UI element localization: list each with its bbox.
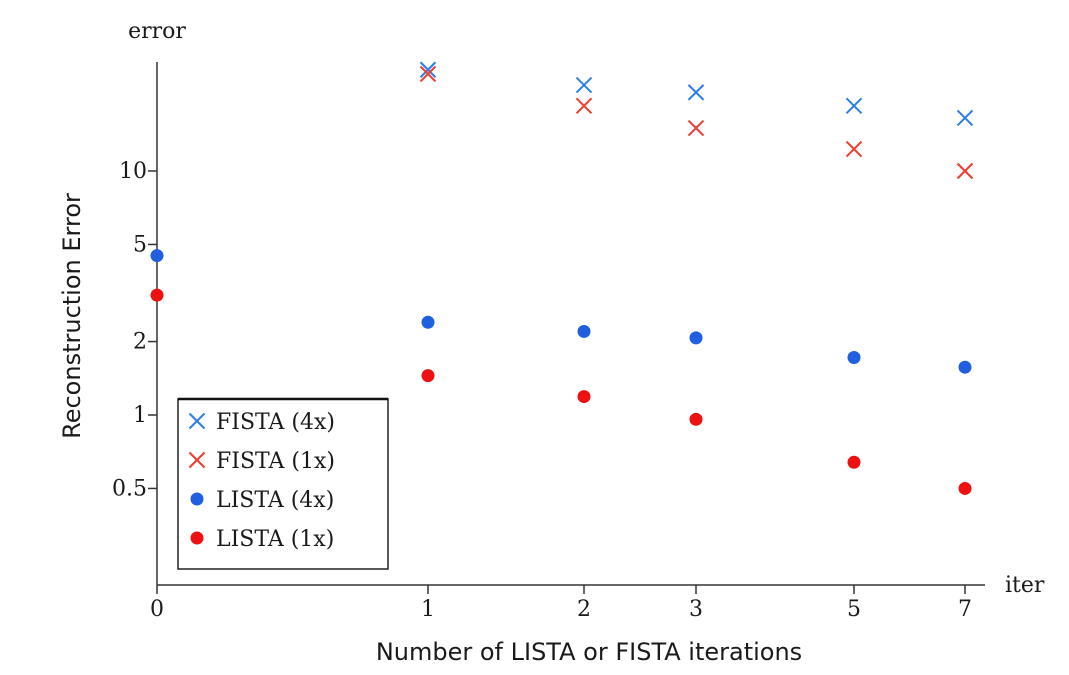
x-tick-label: 2 — [577, 597, 591, 622]
data-point — [847, 351, 861, 365]
y-tick-label: 0.5 — [112, 476, 147, 501]
data-point — [845, 97, 863, 115]
data-point — [421, 315, 435, 329]
data-point — [847, 455, 861, 469]
x-tick-label: 1 — [421, 597, 435, 622]
legend-marker — [188, 412, 206, 430]
legend-item: FISTA (1x) — [188, 449, 335, 474]
y-tick-label: 1 — [133, 403, 147, 428]
data-point — [845, 140, 863, 158]
y-axis-title: Reconstruction Error — [58, 193, 86, 439]
data-point — [575, 76, 593, 94]
axes — [156, 62, 985, 586]
legend-marker — [190, 531, 204, 545]
series-fista-1x — [419, 65, 974, 180]
legend-label: FISTA (1x) — [216, 449, 335, 474]
series-lista-4x — [150, 249, 972, 374]
data-point — [150, 288, 164, 302]
legend-item: LISTA (1x) — [190, 527, 334, 552]
series-lista-1x — [150, 288, 972, 495]
y-ticks: 0.5 1 2 5 10 — [112, 159, 157, 501]
data-point — [958, 481, 972, 495]
series-fista-4x — [419, 61, 974, 127]
data-point — [958, 360, 972, 374]
legend-item: LISTA (4x) — [190, 488, 334, 513]
y-tick-label: 2 — [133, 330, 147, 355]
data-point — [575, 97, 593, 115]
x-axis-end-label: iter — [1005, 573, 1045, 598]
data-marks — [150, 61, 974, 495]
y-tick-label: 5 — [133, 232, 147, 257]
x-tick-label: 3 — [689, 597, 703, 622]
legend-marker — [190, 492, 204, 506]
data-point — [150, 249, 164, 263]
legend-box — [177, 398, 389, 570]
legend-items: FISTA (4x) FISTA (1x) LISTA (4x) LISTA (1x) — [188, 410, 335, 552]
x-tick-label: 5 — [847, 597, 861, 622]
data-point — [956, 109, 974, 127]
x-ticks: 0 1 2 3 5 7 — [150, 585, 972, 622]
data-point — [419, 65, 437, 83]
data-point — [689, 412, 703, 426]
x-tick-label: 7 — [958, 597, 972, 622]
legend-item: FISTA (4x) — [188, 410, 335, 435]
legend-label: LISTA (1x) — [216, 527, 334, 552]
data-point — [577, 324, 591, 338]
legend-label: LISTA (4x) — [216, 488, 334, 513]
x-axis-title: Number of LISTA or FISTA iterations — [376, 638, 802, 666]
data-point — [419, 61, 437, 78]
x-tick-label: 0 — [150, 597, 164, 622]
legend: FISTA (4x) FISTA (1x) LISTA (4x) LISTA (1x) — [177, 397, 389, 570]
data-point — [687, 119, 705, 137]
y-axis-end-label: error — [128, 19, 186, 44]
data-point — [421, 369, 435, 383]
y-tick-label: 10 — [119, 159, 147, 184]
legend-label: FISTA (4x) — [216, 410, 335, 435]
data-point — [577, 390, 591, 404]
legend-marker — [188, 451, 206, 469]
data-point — [689, 331, 703, 345]
data-point — [956, 162, 974, 180]
data-point — [687, 84, 705, 101]
